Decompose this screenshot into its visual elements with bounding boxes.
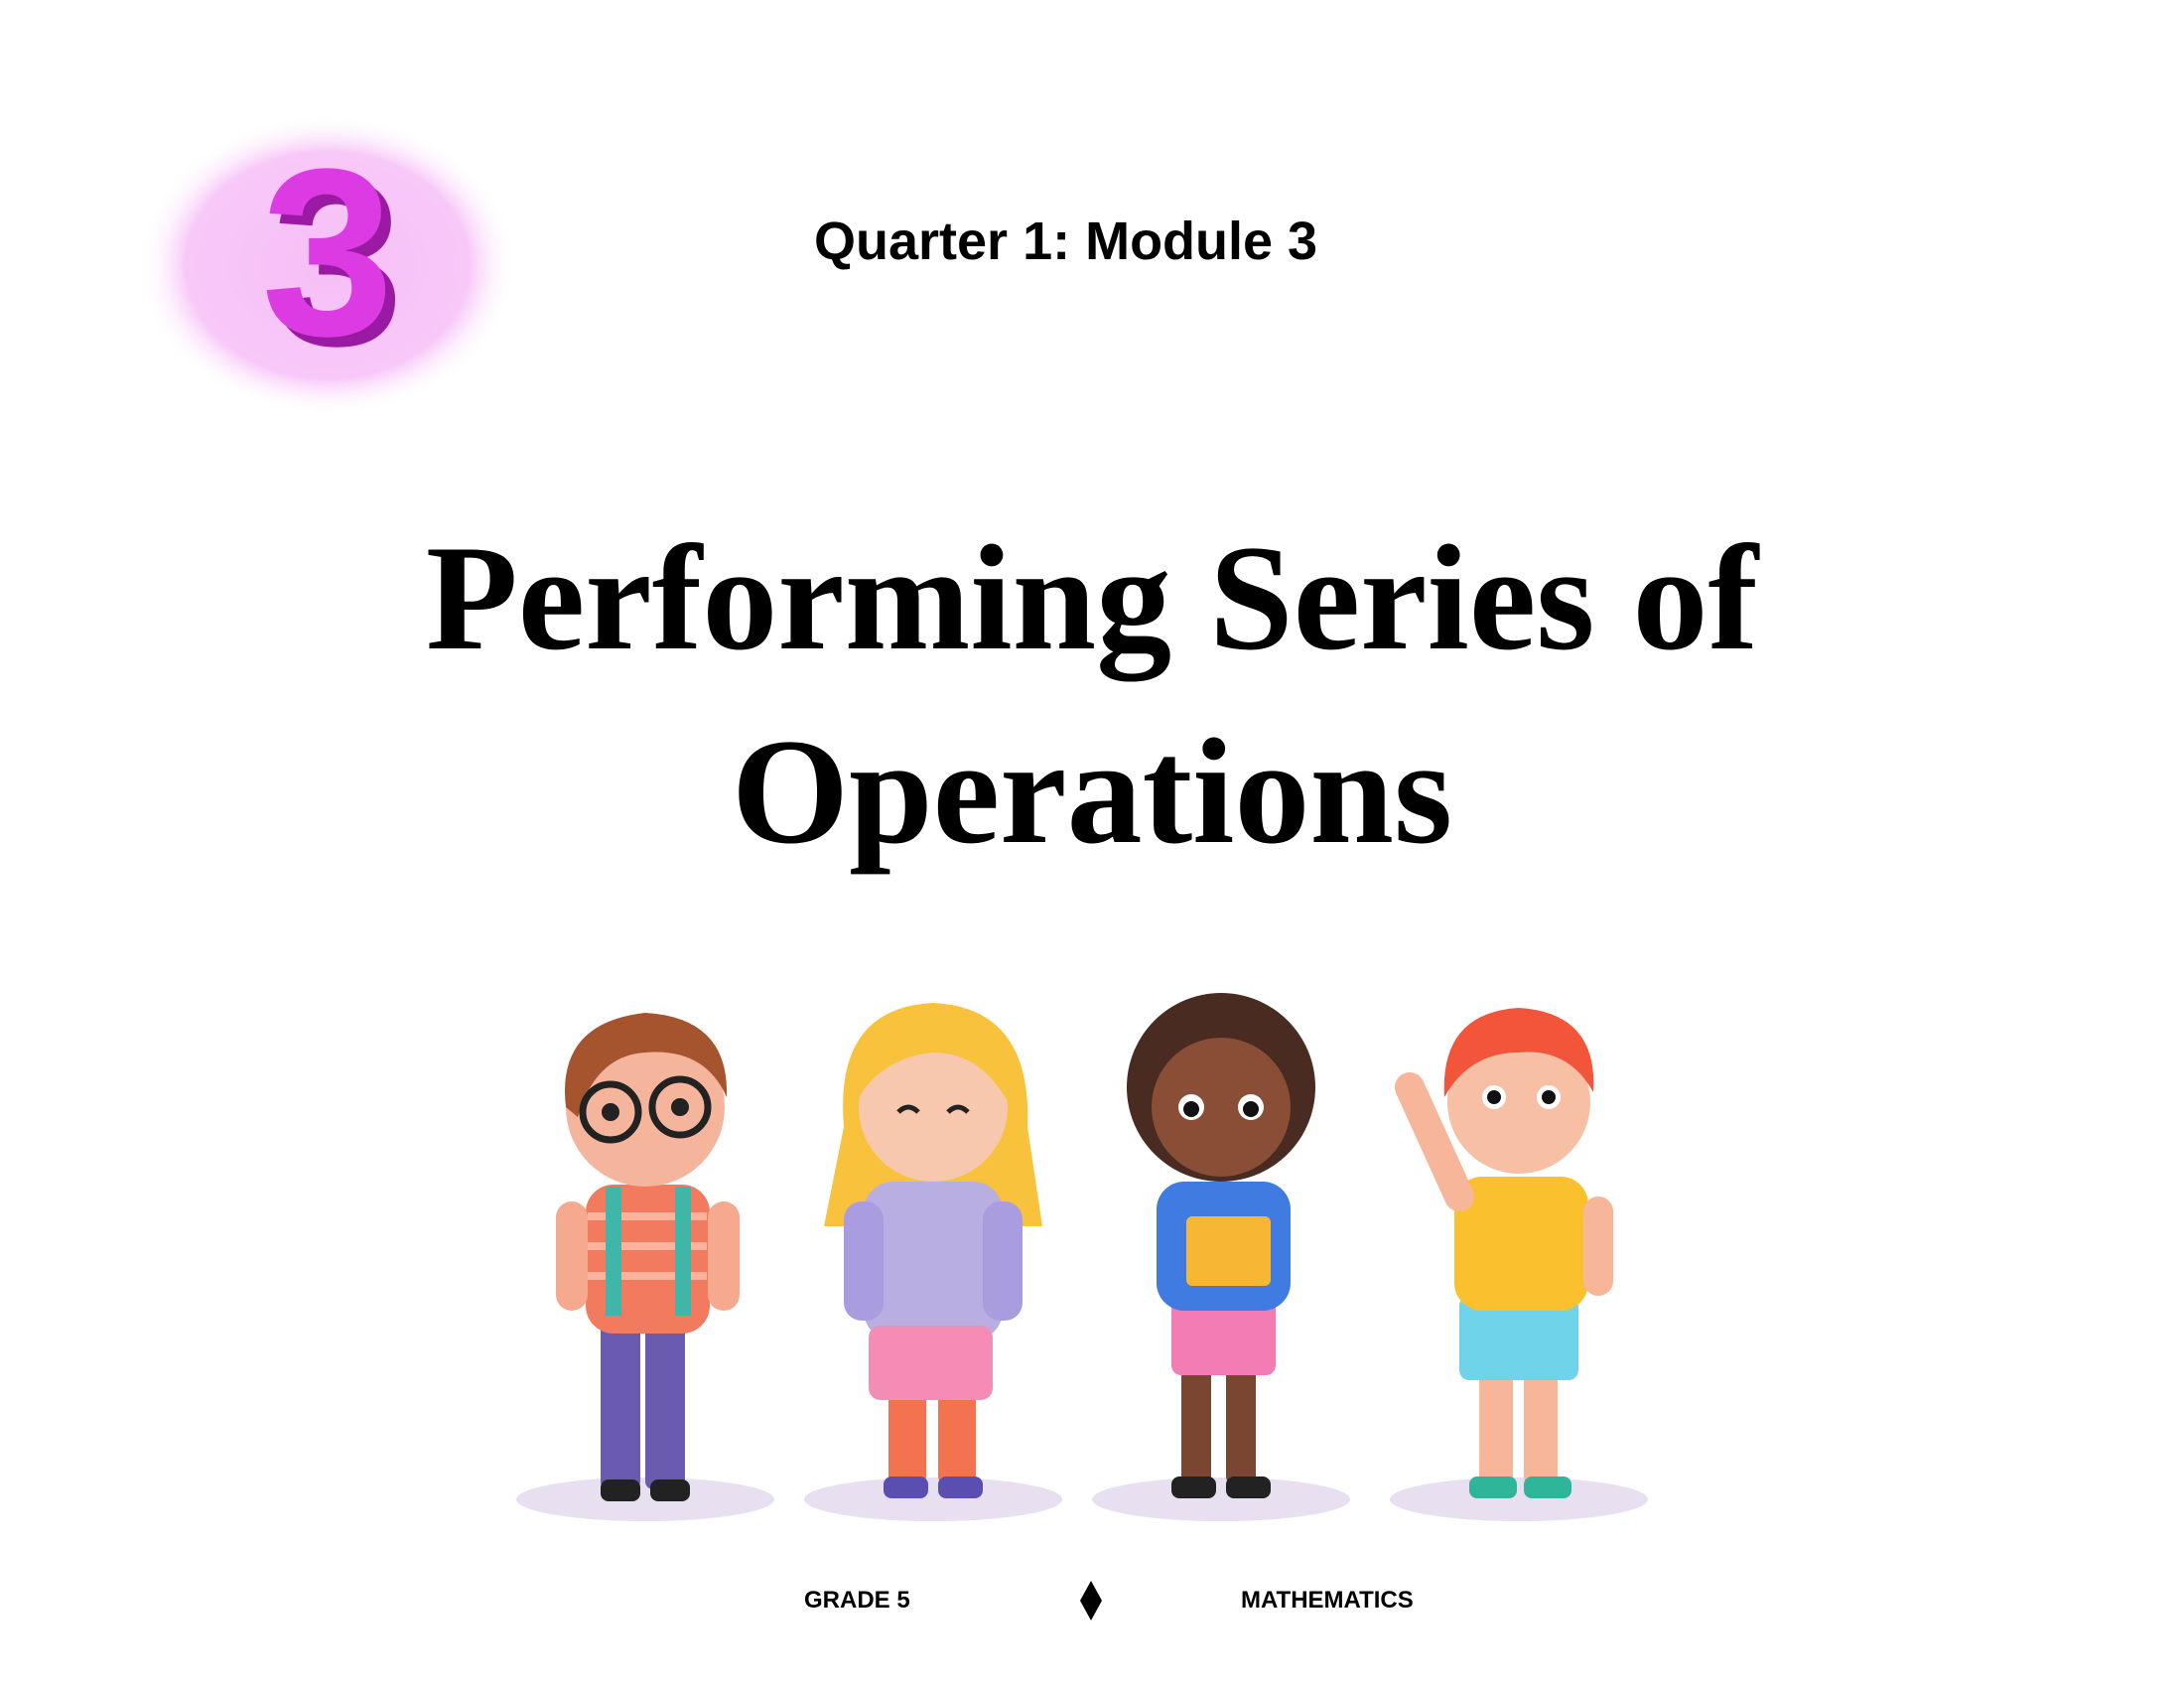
diamond-icon [1080,1581,1102,1620]
ground-shadows [516,1477,1648,1521]
page-title: Performing Series of Operations [0,501,2184,889]
title-line-1: Performing Series of [425,514,1759,681]
kid-curly-hair-girl [1127,993,1315,1498]
kid-blonde-girl [824,1003,1042,1498]
module-number-badge: 3 3 [139,114,516,416]
footer-grade: GRADE 5 [804,1587,910,1614]
badge-number-shadow: 3 [271,129,403,395]
footer-subject: MATHEMATICS [1241,1587,1414,1614]
kid-with-glasses [556,1013,740,1501]
kid-waving-boy [1395,1008,1613,1498]
quarter-module-label: Quarter 1: Module 3 [814,211,1318,271]
schoolchildren-illustration [516,993,1648,1521]
badge-glow [139,114,516,416]
title-line-2: Operations [731,708,1453,875]
badge-number: 3 [261,119,393,385]
